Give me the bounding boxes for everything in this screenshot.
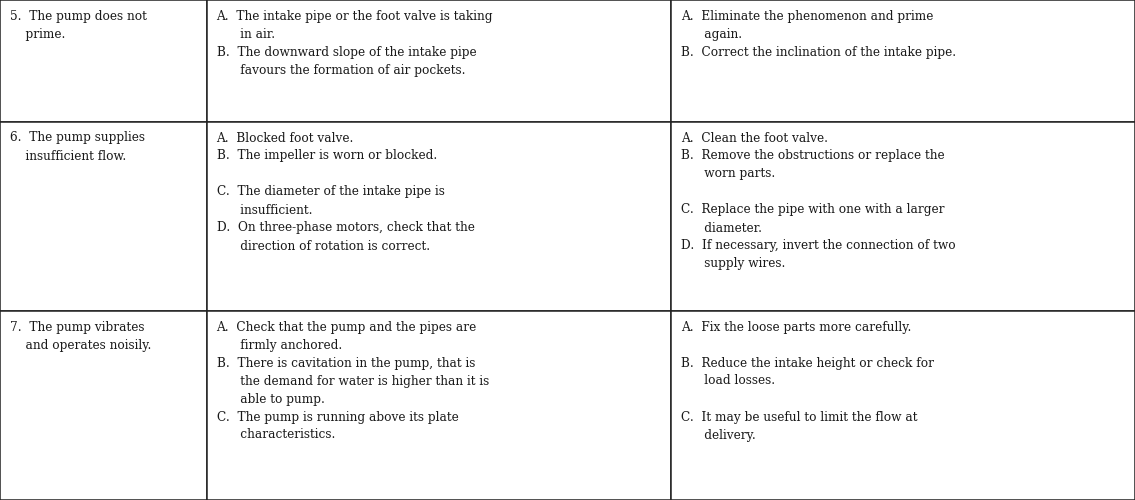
Bar — [671, 310, 1135, 500]
Bar — [207, 310, 671, 500]
Bar — [0, 0, 207, 122]
Bar — [207, 0, 671, 122]
Bar — [207, 122, 671, 310]
Text: A.  The intake pipe or the foot valve is taking
      in air.
B.  The downward s: A. The intake pipe or the foot valve is … — [217, 10, 493, 77]
Text: 7.  The pump vibrates
    and operates noisily.: 7. The pump vibrates and operates noisil… — [10, 320, 151, 352]
Text: A.  Eliminate the phenomenon and prime
      again.
B.  Correct the inclination : A. Eliminate the phenomenon and prime ag… — [681, 10, 956, 59]
Text: 5.  The pump does not
    prime.: 5. The pump does not prime. — [10, 10, 146, 41]
Bar — [0, 310, 207, 500]
Bar — [0, 122, 207, 310]
Text: 6.  The pump supplies
    insufficient flow.: 6. The pump supplies insufficient flow. — [10, 132, 145, 162]
Text: A.  Check that the pump and the pipes are
      firmly anchored.
B.  There is ca: A. Check that the pump and the pipes are… — [217, 320, 489, 442]
Text: A.  Fix the loose parts more carefully.

B.  Reduce the intake height or check f: A. Fix the loose parts more carefully. B… — [681, 320, 934, 442]
Bar — [671, 122, 1135, 310]
Text: A.  Clean the foot valve.
B.  Remove the obstructions or replace the
      worn : A. Clean the foot valve. B. Remove the o… — [681, 132, 956, 270]
Text: A.  Blocked foot valve.
B.  The impeller is worn or blocked.

C.  The diameter o: A. Blocked foot valve. B. The impeller i… — [217, 132, 474, 252]
Bar — [671, 0, 1135, 122]
